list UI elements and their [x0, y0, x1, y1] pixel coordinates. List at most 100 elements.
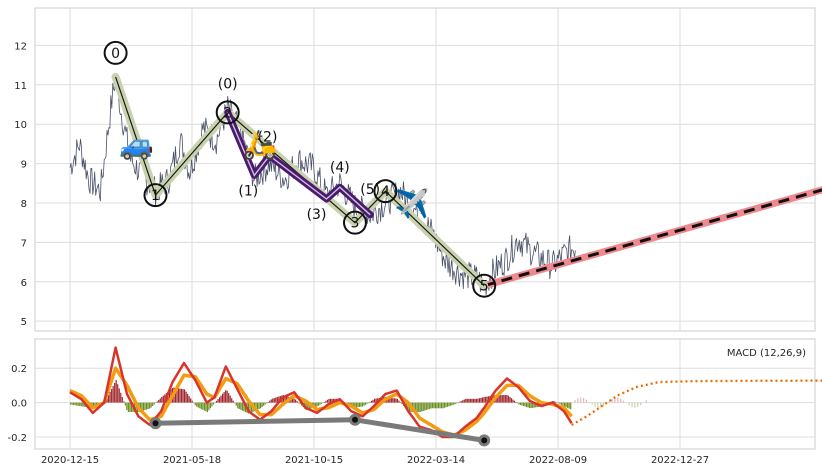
x-tick-label: 2021-05-18: [163, 455, 221, 466]
macd-histogram-bar: [474, 398, 476, 403]
macd-histogram-bar: [364, 402, 367, 405]
macd-histogram-bar: [478, 398, 481, 403]
macd-histogram-bar: [206, 402, 208, 413]
macd-histogram-bar: [211, 402, 213, 407]
wave-marker-circle: [472, 273, 497, 298]
macd-forecast-histogram-bar: [608, 401, 610, 403]
macd-histogram-bar: [267, 401, 269, 403]
emoji-marker-layer: 🚙 🛵 ✈️: [119, 128, 430, 220]
price-y-tick-label: 8: [21, 199, 27, 210]
macd-histogram-bar: [451, 402, 453, 406]
macd-histogram-bar: [469, 398, 471, 403]
macd-histogram-bar: [272, 398, 274, 403]
macd-histogram-bar: [294, 399, 297, 403]
macd-histogram-bar: [220, 395, 222, 403]
macd-histogram-bar: [326, 399, 329, 403]
macd-histogram-bar: [419, 402, 421, 413]
macd-histogram-bar: [484, 396, 487, 403]
macd-forecast-histogram-bar: [600, 402, 602, 408]
macd-histogram-bar: [367, 402, 370, 404]
emoji-marker: ✈️: [395, 186, 430, 220]
macd-histogram-bar: [158, 399, 160, 403]
macd-histogram-bar: [443, 402, 446, 408]
macd-histogram-bar: [541, 402, 543, 407]
macd-histogram-bar: [459, 401, 461, 403]
macd-histogram-bar: [168, 390, 170, 403]
macd-histogram-bar: [374, 398, 376, 403]
macd-forecast-histogram-bar: [628, 402, 630, 406]
macd-histogram-bar: [316, 402, 318, 407]
macd-histogram-bar: [108, 395, 110, 403]
macd-histogram-bar: [375, 398, 377, 403]
macd-histogram-bar: [212, 402, 215, 405]
macd-histogram-bar: [184, 389, 186, 403]
macd-histogram-bar: [428, 402, 430, 410]
macd-histogram-bar: [193, 402, 195, 404]
macd-histogram-bar: [141, 402, 143, 412]
macd-histogram-bar: [250, 402, 253, 413]
macd-forecast-signal: [570, 379, 822, 426]
macd-histogram-bar: [243, 402, 245, 412]
macd-y-tick-label: -0.2: [7, 433, 27, 444]
sub-wave-label: (5): [360, 182, 380, 198]
macd-histogram-bar: [568, 402, 570, 409]
macd-forecast-histogram-bar: [571, 402, 573, 403]
macd-forecast-histogram-bar: [645, 400, 647, 403]
macd-histogram-bar: [565, 402, 567, 408]
price-y-tick-label: 12: [14, 41, 27, 52]
macd-histogram-bar: [519, 402, 522, 405]
macd-histogram-bar: [71, 402, 73, 405]
macd-histogram-bar: [177, 388, 180, 403]
macd-histogram-bar: [73, 402, 75, 405]
macd-histogram-bar: [498, 395, 500, 403]
macd-histogram-bar: [503, 395, 505, 403]
macd-histogram-bar: [416, 402, 418, 413]
emoji-marker: 🛵: [243, 128, 278, 161]
macd-histogram-bar: [460, 401, 462, 403]
macd-histogram-bar: [179, 388, 181, 403]
macd-forecast-histogram-bar: [614, 397, 616, 403]
macd-label: MACD (12,26,9): [727, 348, 806, 359]
macd-histogram-bar: [149, 402, 151, 409]
macd-histogram-bar: [229, 395, 231, 403]
macd-forecast-histogram-bar: [580, 397, 582, 403]
macd-histogram-bar: [436, 402, 438, 409]
macd-histogram-bar: [393, 398, 395, 403]
macd-histogram-bar: [70, 402, 72, 405]
macd-histogram-bar: [445, 402, 447, 408]
macd-forecast-histogram-bar: [617, 397, 619, 403]
macd-histogram-bar: [197, 402, 199, 408]
macd-histogram-bar: [76, 402, 78, 406]
wave-marker-circle: [343, 210, 367, 235]
macd-histogram-bar: [529, 402, 531, 409]
macd-histogram-bar: [232, 400, 234, 403]
macd-histogram-bar: [320, 402, 322, 404]
macd-histogram-bar: [407, 402, 409, 412]
macd-histogram-bar: [209, 402, 212, 409]
macd-histogram-bar: [453, 402, 455, 405]
macd-forecast-histogram-bar: [597, 402, 599, 408]
price-y-tick-label: 11: [14, 81, 27, 92]
macd-histogram-bar: [486, 396, 488, 403]
macd-histogram-bar: [439, 402, 441, 409]
macd-histogram-bar: [433, 402, 435, 409]
macd-wave-dot-core: [481, 437, 488, 444]
macd-histogram-bar: [427, 402, 429, 410]
macd-histogram-bar: [156, 401, 158, 403]
macd-histogram-bar: [276, 397, 278, 403]
macd-histogram-bar: [150, 402, 152, 408]
macd-histogram-bar: [217, 399, 219, 403]
macd-histogram-bar: [392, 398, 394, 403]
macd-y-tick-label: 0.0: [11, 399, 27, 410]
macd-histogram-bar: [159, 398, 161, 403]
macd-histogram-bar: [269, 400, 271, 403]
macd-histogram-bar: [124, 402, 126, 406]
macd-histogram-bar: [191, 400, 193, 403]
macd-histogram-bar: [396, 398, 398, 403]
macd-histogram-bar: [360, 402, 362, 407]
macd-histogram-bar: [322, 402, 324, 404]
macd-histogram-bar: [398, 400, 400, 403]
macd-histogram-bar: [142, 402, 145, 411]
macd-histogram-bar: [450, 402, 452, 406]
macd-histogram-bar: [293, 398, 295, 403]
